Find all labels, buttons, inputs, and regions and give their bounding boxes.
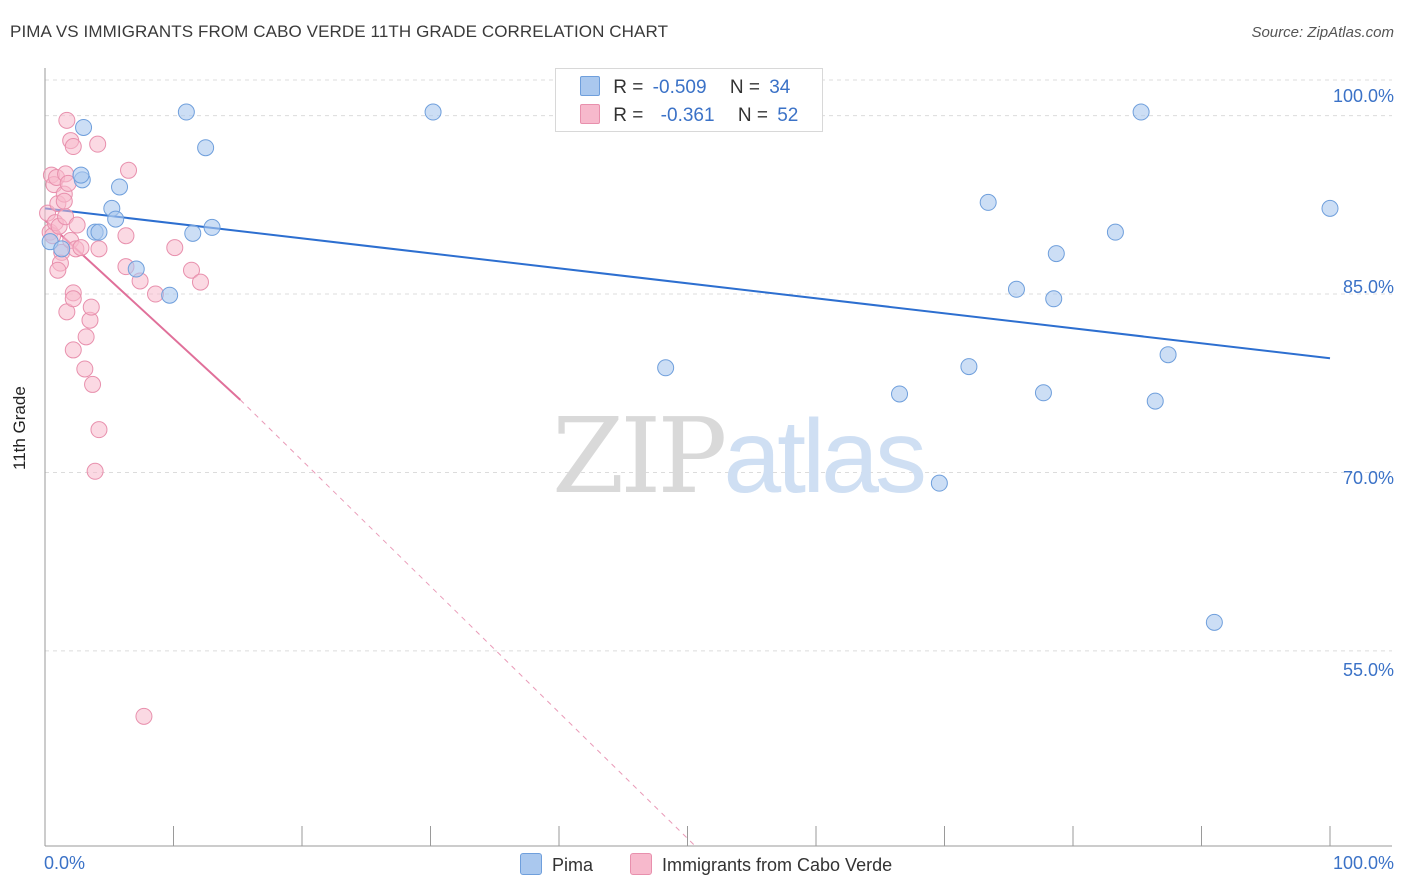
pima-point <box>111 178 129 196</box>
legend-r-value: -0.509 <box>652 77 707 98</box>
pima-point <box>1132 103 1150 121</box>
cabo-verde-point <box>117 227 135 245</box>
cabo-verde-point <box>72 239 90 257</box>
bottom-legend-pima: Pima <box>520 853 593 876</box>
pima-point <box>197 139 215 157</box>
cabo-verde-point <box>58 111 76 129</box>
cabo-verde-point <box>68 216 86 234</box>
pima-point <box>53 240 71 258</box>
pima-point <box>1159 346 1177 364</box>
cabo-verde-point <box>90 240 108 258</box>
pima-point <box>107 210 125 228</box>
pima-point <box>1205 613 1223 631</box>
pima-point <box>203 218 221 236</box>
pima-point <box>161 286 179 304</box>
pima-point <box>1106 223 1124 241</box>
cabo-verde-point <box>84 375 102 393</box>
cabo-verde-point <box>166 239 184 257</box>
pima-point <box>891 385 909 403</box>
pima-point <box>72 166 90 184</box>
cabo-verde-legend-label: Immigrants from Cabo Verde <box>662 855 893 875</box>
pima-point <box>127 260 145 278</box>
cabo-verde-point <box>86 462 104 480</box>
pima-point <box>177 103 195 121</box>
cabo-verde-point <box>55 192 73 210</box>
cabo-verde-trend-extension <box>239 399 696 847</box>
y-tick-label: 100.0% <box>1332 86 1394 106</box>
bottom-legend-cabo-verde: Immigrants from Cabo Verde <box>630 853 892 876</box>
cabo-verde-point <box>64 290 82 308</box>
legend-n-label: N = <box>737 105 768 126</box>
cabo-verde-point <box>90 421 108 439</box>
pima-point <box>930 474 948 492</box>
y-tick-label: 70.0% <box>1342 468 1394 488</box>
pima-trend-line <box>44 207 1331 360</box>
x-tick-label-min: 0.0% <box>44 853 86 873</box>
trend-lines <box>44 207 1331 847</box>
cabo-verde-point <box>57 208 75 226</box>
cabo-verde-point <box>135 707 153 725</box>
x-tick-label-max: 100.0% <box>1332 853 1394 873</box>
pima-point <box>184 224 202 242</box>
pima-point <box>90 223 108 241</box>
pima-point <box>979 193 997 211</box>
chart-title: PIMA VS IMMIGRANTS FROM CABO VERDE 11TH … <box>10 22 669 41</box>
pima-point <box>1045 290 1063 308</box>
pima-swatch <box>520 853 542 875</box>
pima-point <box>75 118 93 136</box>
pima-point <box>1034 384 1052 402</box>
axes <box>44 68 1392 847</box>
pima-point <box>1047 245 1065 263</box>
source-label: Source: ZipAtlas.com <box>1251 24 1394 41</box>
cabo-verde-point <box>182 261 200 279</box>
legend-row-cabo-verde: R = -0.361 N = 52 <box>580 104 798 127</box>
cabo-verde-point <box>147 285 165 303</box>
cabo-verde-point <box>120 161 138 179</box>
gridlines <box>45 79 1392 652</box>
watermark-atlas: atlas <box>723 399 927 515</box>
cabo-verde-point <box>191 273 209 291</box>
legend-row-pima: R = -0.509 N = 34 <box>580 76 790 99</box>
cabo-verde-point <box>76 360 94 378</box>
pima-point <box>424 103 442 121</box>
pima-point <box>1146 392 1164 410</box>
pima-point <box>1321 199 1339 217</box>
legend-n-value: 52 <box>777 105 799 126</box>
watermark: ZIPatlas <box>552 395 927 517</box>
legend-r-label: R = <box>613 77 644 98</box>
legend-n-label: N = <box>729 77 760 98</box>
cabo-verde-point <box>82 298 100 316</box>
cabo-verde-point <box>49 261 67 279</box>
y-tick-label: 55.0% <box>1342 660 1394 680</box>
y-axis-label: 11th Grade <box>10 386 29 470</box>
cabo-verde-point <box>64 138 82 156</box>
pima-point <box>657 359 675 377</box>
cabo-verde-point <box>64 341 82 359</box>
legend-r-value: -0.361 <box>660 105 715 126</box>
watermark-zip: ZIP <box>552 395 727 517</box>
legend-n-value: 34 <box>769 77 791 98</box>
cabo-verde-swatch <box>580 104 600 124</box>
legend-r-label: R = <box>613 105 644 126</box>
cabo-verde-swatch <box>630 853 652 875</box>
pima-point <box>960 358 978 376</box>
correlation-legend: R = -0.509 N = 34 R = -0.361 N = 52 <box>555 68 823 132</box>
cabo-verde-point <box>77 328 95 346</box>
cabo-verde-points <box>39 111 209 725</box>
pima-swatch <box>580 76 600 96</box>
cabo-verde-point <box>89 135 107 153</box>
pima-points <box>41 103 1339 631</box>
pima-point <box>1007 280 1025 298</box>
y-tick-label: 85.0% <box>1342 277 1394 297</box>
pima-legend-label: Pima <box>552 855 594 875</box>
